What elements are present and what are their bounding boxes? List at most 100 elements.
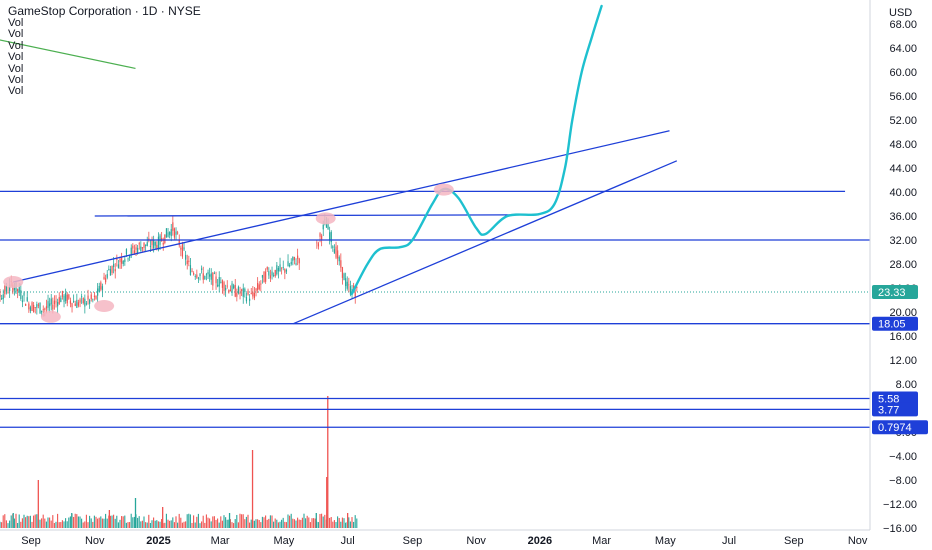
price-bar-body [337,250,339,259]
green-trendline[interactable] [0,36,136,69]
price-bar-body [277,268,280,272]
price-bar-body [247,290,249,295]
price-tick-label: 20.00 [889,307,917,319]
price-bar-body [298,258,300,264]
price-bar-body [47,301,49,308]
price-bar-body [42,309,44,311]
price-bar-body [0,294,1,298]
price-bar-body [338,257,340,262]
time-tick-label: Sep [784,535,804,547]
upper-channel-trendline[interactable] [13,130,670,283]
price-bar-body [189,265,192,275]
price-label-tag[interactable] [872,402,918,417]
price-bar-body [116,258,118,260]
price-bar-body [202,273,204,280]
price-bar-body [29,307,32,312]
indicator-label[interactable]: Vol [8,85,24,98]
price-tick-label: 32.00 [889,235,917,247]
price-bar-body [340,260,342,268]
price-bar-body [37,304,40,306]
price-label-text: 0.7974 [878,422,912,434]
indicator-label[interactable]: Vol [8,28,24,41]
price-bar-body [237,286,240,294]
indicator-label[interactable]: Vol [8,17,24,29]
price-bar-body [269,275,272,279]
price-bar-body [1,298,3,300]
price-bar-body [253,293,256,299]
price-label-tag[interactable] [872,285,918,300]
price-tick-label: 16.00 [889,331,917,343]
price-bar-body [143,242,145,248]
price-bar-body [194,276,196,277]
price-bar-body [169,231,171,235]
price-bar-body [87,295,89,300]
time-axis[interactable]: Sep Nov 2025 Mar May Jul Sep Nov 2026 Mar May Jul Se… [0,529,870,547]
pivot-marker [315,212,336,225]
price-bar-body [327,223,329,230]
price-bar-body [172,222,174,231]
price-bar-body [213,273,216,275]
price-bar-body [39,302,41,314]
price-bar-body [231,283,233,293]
price-bar-body [180,247,182,250]
currency-label[interactable]: USD [889,7,913,19]
price-label-tag[interactable] [872,420,928,435]
price-bar-body [57,302,59,307]
price-bar-body [63,295,65,302]
price-bar-body [218,277,220,287]
time-tick-label: Mar [211,535,230,547]
price-bar-body [188,260,190,262]
price-bar-body [149,245,152,247]
price-bar-body [9,284,11,291]
price-bar-body [293,256,296,261]
price-bar-body [73,300,75,303]
time-tick-label: Nov [466,535,486,547]
price-bar-body [13,287,16,291]
indicator-label[interactable]: Vol [8,39,24,52]
indicator-label[interactable]: Vol [8,73,24,86]
indicator-label[interactable]: Vol [8,51,24,64]
time-tick-label: Jul [341,535,355,547]
price-bar-body [156,244,158,249]
price-bar-body [98,285,100,292]
price-bar-body [100,282,102,290]
flat-top-trendline[interactable] [94,214,539,217]
price-bar-body [345,278,347,287]
price-bar-body [105,278,107,283]
price-bar-body [191,270,193,272]
price-bar-body [129,255,131,258]
price-tick-label: 68.00 [889,19,917,31]
price-bar-body [341,267,344,278]
drawings[interactable] [0,4,870,428]
price-tick-label: 12.00 [889,355,917,367]
price-bar-body [197,277,200,279]
symbol-title[interactable]: GameStop Corporation · 1D · NYSE [8,4,201,18]
price-bar-body [58,297,60,304]
projection-path[interactable] [350,4,603,296]
price-bar-body [260,283,262,285]
indicator-label[interactable]: Vol [8,62,24,75]
price-bar-body [217,284,219,287]
price-bar-body [199,273,201,277]
price-bar-body [61,290,64,297]
price-label-tag[interactable] [872,316,918,331]
price-bar-body [65,292,67,301]
price-label-text: 3.77 [878,404,899,416]
price-axis[interactable]: 68.00 64.00 60.00 56.00 52.00 48.00 44.00 40.00… [869,0,932,550]
price-tick-label: 52.00 [889,115,917,127]
price-bar-body [177,232,179,234]
price-bar-body [44,308,46,310]
price-bar-body [45,306,48,309]
price-bar-body [321,235,323,240]
pivot-markers [3,183,454,323]
price-bar-body [210,273,212,280]
price-bar-body [132,245,134,249]
price-bar-body [229,289,232,292]
price-bar-body [268,271,270,276]
price-label-tag[interactable] [872,391,918,406]
price-tick-label: 28.00 [889,259,917,271]
lower-channel-trendline[interactable] [293,160,678,325]
price-bar-body [266,267,268,270]
time-tick-label: Sep [21,535,41,547]
